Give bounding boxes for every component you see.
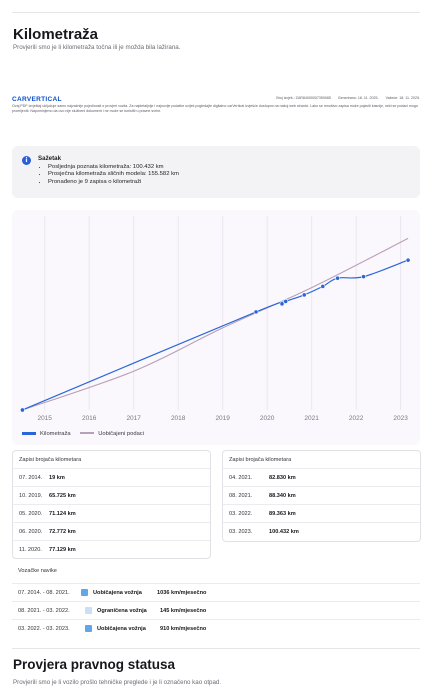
mileage-chart-svg: 2015 2016 2017 2018 2019 2020 2021 2022 2023 [20,216,411,422]
carvertical-report-bar: CARVERTICAL Broj izvješ.: ZAR84000007359… [12,96,420,118]
driving-type: Uobičajena vožnja [97,626,146,632]
mileage-chart: 2015 2016 2017 2018 2019 2020 2021 2022 2023 Kil… [12,210,420,445]
table-row: 08. 2021. 88.340 km [223,486,420,505]
driving-rate: 1036 km/mjesečno [157,590,207,596]
carvertical-logo: CARVERTICAL [12,96,62,103]
table-row: 04. 2021. 82.830 km [223,468,420,487]
x-tick-label: 2020 [260,415,275,422]
data-point [20,407,25,413]
odometer-records-left: Zapisi brojača kilometara 07. 2014. 19 km… [12,450,211,559]
legend-swatch [80,432,95,435]
table-row: 07. 2014. 19 km [13,468,210,487]
driving-period: 07. 2014. - 08. 2021. [18,590,70,596]
driving-rate: 145 km/mjesečno [160,608,207,614]
record-value: 100.432 km [269,529,299,535]
page-title: Kilometraža [13,26,99,43]
record-value: 82.830 km [269,475,296,481]
driving-title: Vozačke navike [18,568,57,574]
table-row: 03. 2023. 100.432 km [223,522,420,541]
info-icon: i [22,156,31,165]
legal-title: Provjera pravnog statusa [13,657,176,672]
driving-row: 03. 2022. - 03. 2023. Uobičajena vožnja … [12,619,420,638]
data-point [279,301,285,307]
legend-swatch [22,431,36,435]
data-point [405,257,411,263]
summary-title: Sažetak [38,155,62,162]
table-row: 06. 2020. 72.772 km [13,522,210,541]
x-tick-label: 2017 [126,415,141,422]
driving-swatch [85,607,92,614]
top-divider [12,12,420,13]
driving-swatch [85,625,92,632]
legend-label: Kilometraža [40,431,71,437]
data-point [283,299,289,304]
table-row: 03. 2022. 89.363 km [223,504,420,523]
x-tick-label: 2015 [37,415,52,422]
data-point [335,275,341,281]
report-meta: Broj izvješ.: ZAR84000007359085 Generira… [276,96,420,100]
x-tick-label: 2018 [171,415,186,422]
summary-item: Posljednja poznata kilometraža: 100.432 … [48,164,179,171]
driving-swatch [81,589,88,596]
summary-list: Posljednja poznata kilometraža: 100.432 … [48,164,179,186]
driving-row: 07. 2014. - 08. 2021. Uobičajena vožnja … [12,583,420,602]
records-title: Zapisi brojača kilometara [229,457,292,463]
legend-item-mileage: Kilometraža [22,431,71,437]
page-subtitle: Provjerili smo je li kilometraža točna i… [13,44,181,51]
data-point [361,274,366,280]
data-point [253,309,259,315]
record-date: 06. 2020. [19,529,43,535]
record-date: 03. 2022. [229,511,253,517]
x-tick-label: 2019 [215,415,230,422]
report-generated: Generirano: 18. 11. 2025. [337,96,379,100]
driving-row: 08. 2021. - 03. 2022. Ograničena vožnja … [12,601,420,620]
record-date: 05. 2020. [19,511,43,517]
record-value: 65.725 km [49,493,76,499]
record-value: 19 km [49,475,65,481]
record-date: 08. 2021. [229,493,253,499]
x-tick-label: 2022 [349,415,364,422]
report-number: Broj izvješ.: ZAR84000007359085 [276,96,331,100]
driving-type: Uobičajena vožnja [93,590,142,596]
summary-item: Prosječna kilometraža sličnih modela: 15… [48,171,179,178]
x-tick-label: 2023 [393,415,408,422]
data-point [320,283,326,289]
record-value: 88.340 km [269,493,296,499]
record-value: 72.772 km [49,529,76,535]
driving-type: Ograničena vožnja [97,608,147,614]
summary-box: i Sažetak Posljednja poznata kilometraža… [12,146,420,198]
data-point [301,292,307,298]
record-date: 11. 2020. [19,547,42,553]
legend-item-typical: Uobičajeni podaci [80,431,144,437]
driving-period: 03. 2022. - 03. 2023. [18,626,70,632]
x-tick-label: 2021 [304,415,319,422]
record-date: 03. 2023. [229,529,253,535]
series-line-typical [22,237,409,411]
record-value: 71.124 km [49,511,76,517]
record-date: 10. 2019. [19,493,43,499]
x-tick-label: 2016 [82,415,97,422]
driving-period: 08. 2021. - 03. 2022. [18,608,70,614]
driving-habits: Vozačke navike 07. 2014. - 08. 2021. Uob… [12,564,420,642]
legal-subtitle: Provjerili smo je li vozilo prošlo tehni… [13,679,222,686]
legend-label: Uobičajeni podaci [98,431,144,437]
summary-item: Pronađeno je 9 zapisa o kilometraži [48,179,179,186]
table-row: 11. 2020. 77.129 km [13,540,210,559]
record-date: 07. 2014. [19,475,43,481]
records-title: Zapisi brojača kilometara [19,457,82,463]
driving-rate: 910 km/mjesečno [160,626,207,632]
record-date: 04. 2021. [229,475,253,481]
odometer-records-right: Zapisi brojača kilometara 04. 2021. 82.83… [222,450,421,542]
table-row: 10. 2019. 65.725 km [13,486,210,505]
section-divider [12,648,420,649]
record-value: 77.129 km [49,547,76,553]
report-valid: Važeće: 18. 11. 2025. [385,96,420,100]
series-line-mileage [22,259,409,411]
report-disclaimer: Ovaj PDF izvještaj uključuje samo najvaž… [12,104,418,113]
record-value: 89.363 km [269,511,296,517]
table-row: 05. 2020. 71.124 km [13,504,210,523]
chart-legend: Kilometraža Uobičajeni podaci [22,431,144,437]
